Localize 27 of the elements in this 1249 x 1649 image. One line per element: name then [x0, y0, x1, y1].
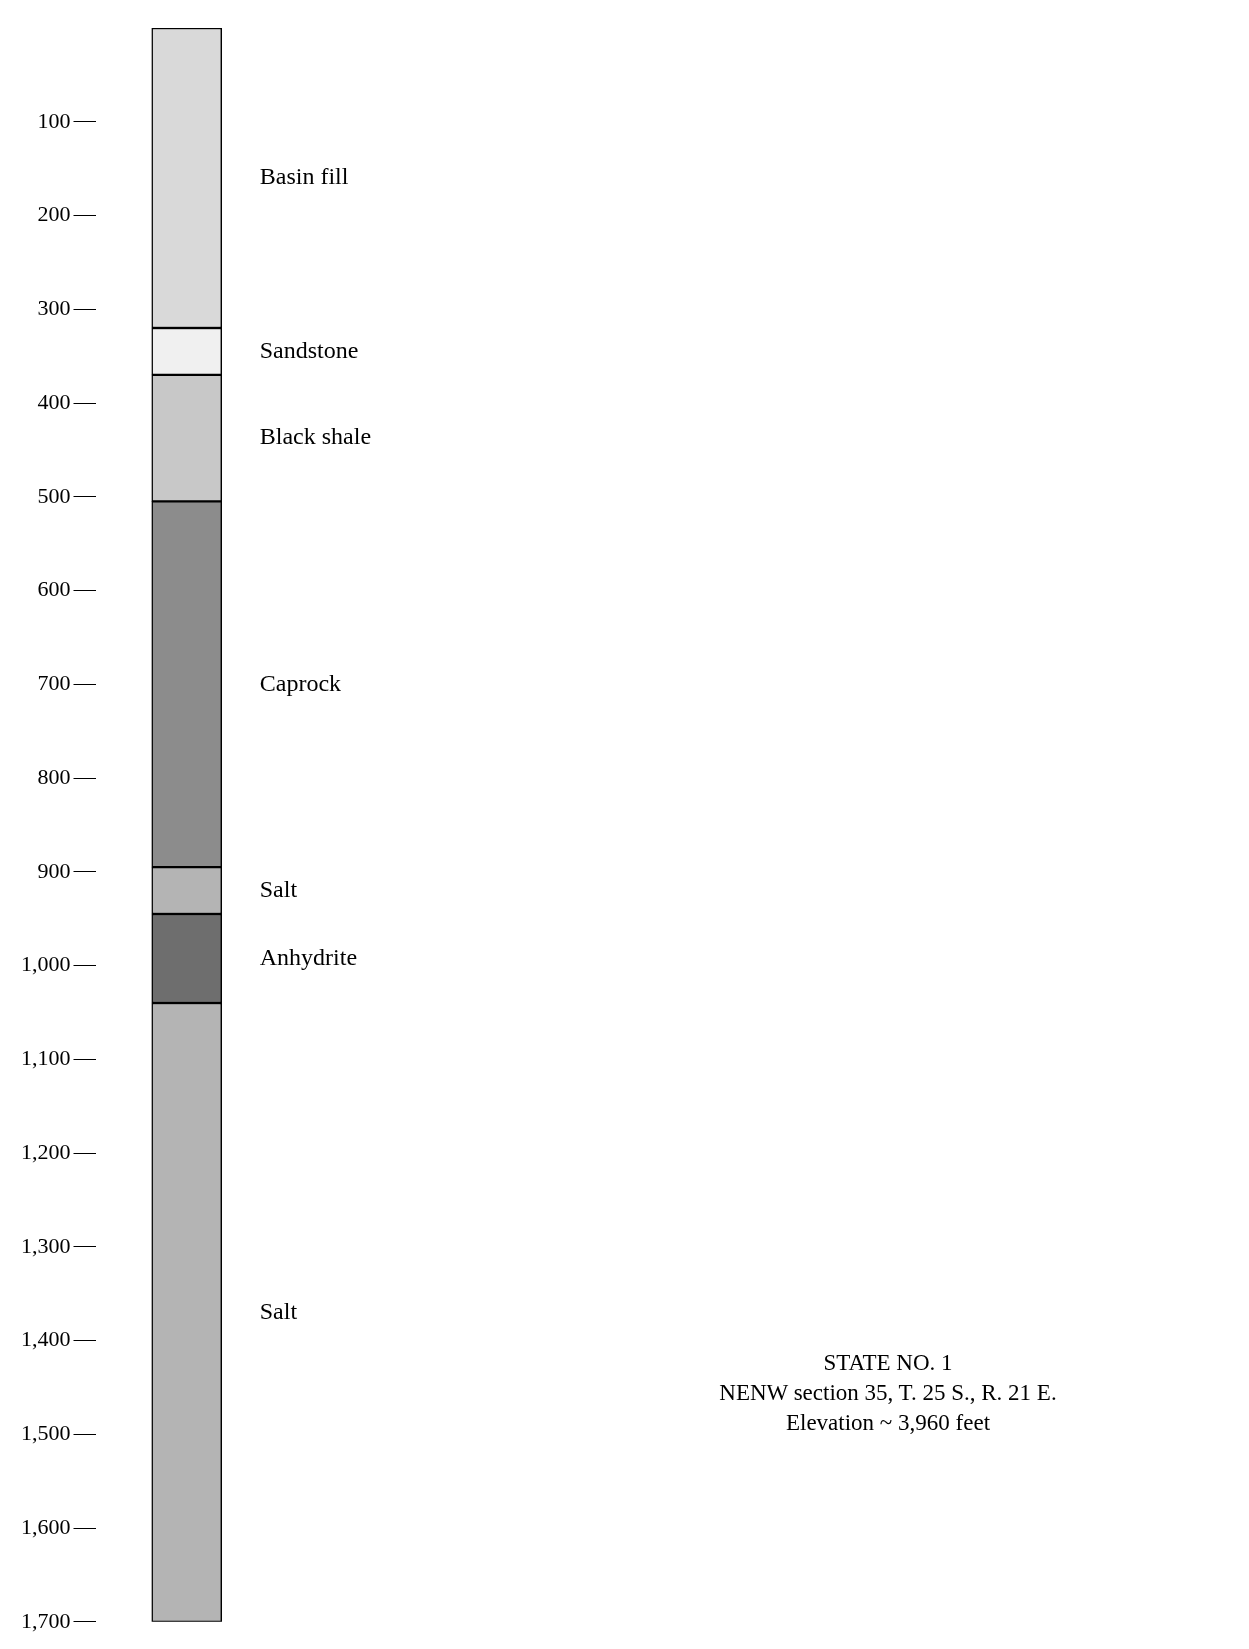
y-tick-label: 800 — [37, 763, 71, 789]
series-label: Salt — [259, 875, 298, 902]
series-label: Basin fill — [259, 163, 349, 190]
y-tick-label: 600 — [37, 576, 71, 602]
y-tick-label: 1,400 — [21, 1326, 71, 1352]
y-tick-label: 500 — [37, 482, 71, 508]
y-tick-label: 1,500 — [21, 1420, 71, 1446]
y-tick-label: 100 — [37, 107, 71, 133]
y-tick-label: 1,100 — [21, 1045, 71, 1071]
y-tick-label: 900 — [37, 857, 71, 883]
series-label: Sandstone — [259, 336, 359, 363]
text: NENW section 35, T. 25 S., R. 21 E. — [718, 1379, 1058, 1407]
y-tick-label: 1,300 — [21, 1232, 71, 1258]
y-tick-label: 400 — [37, 388, 71, 414]
y-tick-label: 1,600 — [21, 1513, 71, 1539]
series-label: Salt — [259, 1297, 298, 1324]
text: Elevation ~ 3,960 feet — [784, 1409, 991, 1437]
y-tick-label: 200 — [37, 201, 71, 227]
y-tick-label: 300 — [37, 295, 71, 321]
series-label: Caprock — [259, 669, 342, 696]
series-label: Anhydrite — [259, 943, 358, 970]
series-label: Black shale — [259, 423, 372, 450]
y-tick-label: 1,000 — [21, 951, 71, 977]
y-tick-label: 700 — [37, 670, 71, 696]
y-tick-label: 1,700 — [21, 1607, 71, 1633]
text: STATE NO. 1 — [822, 1349, 954, 1377]
y-tick-label: 1,200 — [21, 1138, 71, 1164]
